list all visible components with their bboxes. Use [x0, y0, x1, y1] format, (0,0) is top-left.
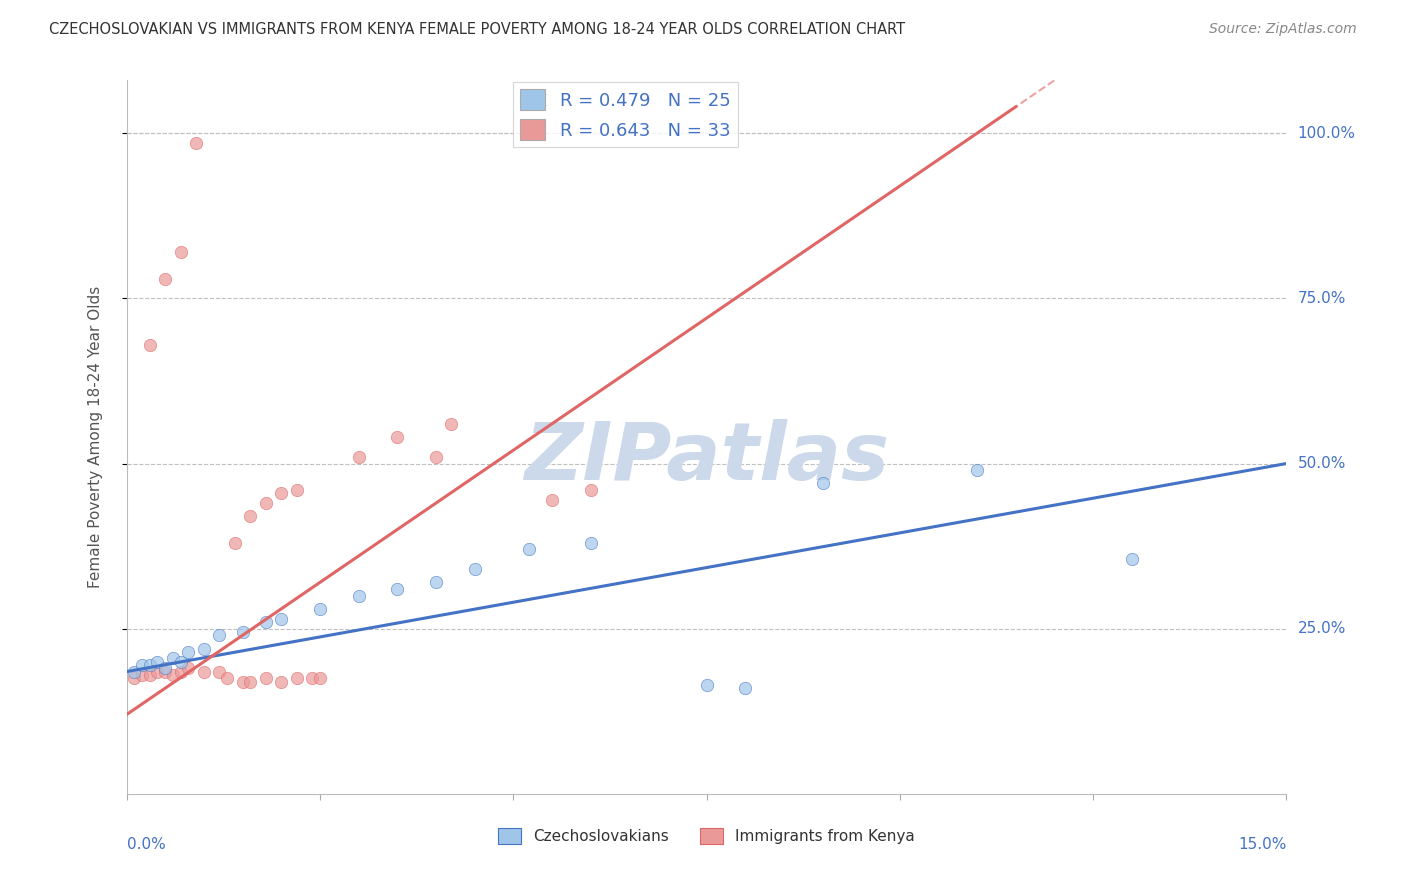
Point: [285, 671, 308, 685]
Point: [131, 658, 153, 673]
Point: [124, 671, 146, 685]
Point: [169, 655, 191, 669]
Point: [193, 641, 215, 656]
Point: [239, 509, 262, 524]
Point: [138, 668, 162, 682]
Point: [153, 271, 177, 285]
Point: [208, 628, 231, 642]
Text: CZECHOSLOVAKIAN VS IMMIGRANTS FROM KENYA FEMALE POVERTY AMONG 18-24 YEAR OLDS CO: CZECHOSLOVAKIAN VS IMMIGRANTS FROM KENYA…: [49, 22, 905, 37]
Point: [309, 671, 332, 685]
Point: [224, 536, 246, 550]
Point: [208, 665, 231, 679]
Point: [425, 575, 447, 590]
Point: [162, 668, 184, 682]
Point: [347, 589, 370, 603]
Point: [153, 665, 177, 679]
Point: [811, 476, 834, 491]
Point: [285, 483, 308, 497]
Text: 25.0%: 25.0%: [1298, 621, 1346, 636]
Text: 100.0%: 100.0%: [1298, 126, 1355, 141]
Text: 15.0%: 15.0%: [1239, 837, 1286, 852]
Point: [734, 681, 756, 695]
Point: [385, 430, 409, 444]
Legend: R = 0.479   N = 25, R = 0.643   N = 33: R = 0.479 N = 25, R = 0.643 N = 33: [513, 82, 738, 147]
Text: 50.0%: 50.0%: [1298, 456, 1346, 471]
Point: [254, 671, 277, 685]
Point: [309, 602, 332, 616]
Point: [231, 625, 254, 640]
Point: [540, 492, 562, 507]
Point: [131, 668, 153, 682]
Point: [169, 665, 191, 679]
Point: [301, 671, 323, 685]
Point: [138, 658, 162, 673]
Point: [425, 450, 447, 464]
Point: [162, 651, 184, 665]
Point: [146, 655, 169, 669]
Point: [347, 450, 370, 464]
Text: 0.0%: 0.0%: [127, 837, 166, 852]
Point: [169, 245, 191, 260]
Point: [177, 645, 200, 659]
Point: [517, 542, 540, 557]
Point: [579, 483, 602, 497]
Point: [217, 671, 239, 685]
Point: [254, 496, 277, 510]
Point: [186, 136, 208, 150]
Point: [270, 612, 292, 626]
Point: [464, 562, 486, 576]
Point: [231, 674, 254, 689]
Point: [1121, 552, 1143, 566]
Point: [153, 661, 177, 675]
Point: [124, 665, 146, 679]
Point: [696, 678, 718, 692]
Point: [385, 582, 409, 596]
Point: [270, 674, 292, 689]
Y-axis label: Female Poverty Among 18-24 Year Olds: Female Poverty Among 18-24 Year Olds: [89, 286, 103, 588]
Point: [254, 615, 277, 629]
Text: 75.0%: 75.0%: [1298, 291, 1346, 306]
Point: [579, 536, 602, 550]
Point: [239, 674, 262, 689]
Point: [138, 337, 162, 351]
Text: Source: ZipAtlas.com: Source: ZipAtlas.com: [1209, 22, 1357, 37]
Point: [270, 486, 292, 500]
Point: [177, 661, 200, 675]
Point: [966, 463, 988, 477]
Point: [146, 665, 169, 679]
Text: ZIPatlas: ZIPatlas: [524, 419, 889, 498]
Point: [440, 417, 463, 431]
Point: [193, 665, 215, 679]
